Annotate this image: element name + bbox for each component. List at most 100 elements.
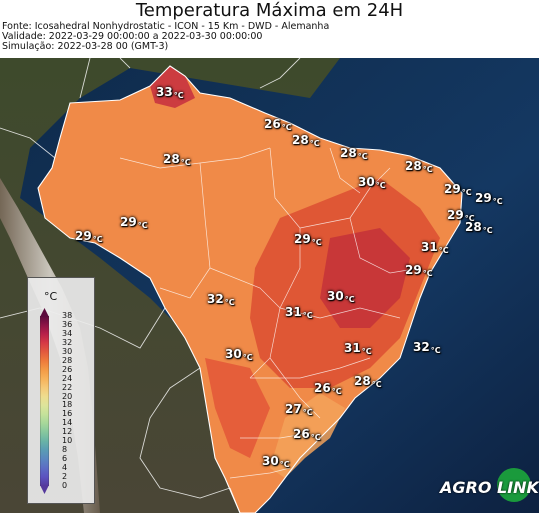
temperature-value: 28 bbox=[292, 133, 309, 147]
temperature-label: 30°C bbox=[225, 347, 253, 363]
temperature-unit: °C bbox=[371, 380, 382, 389]
temperature-unit: °C bbox=[375, 181, 386, 190]
temperature-value: 28 bbox=[354, 374, 371, 388]
agrolink-logo-text: AGRO LINK bbox=[440, 478, 539, 497]
temperature-value: 26 bbox=[264, 117, 281, 131]
legend-tick: 12 bbox=[62, 427, 73, 437]
temperature-value: 29 bbox=[475, 191, 492, 205]
legend-tick: 18 bbox=[62, 400, 73, 410]
temperature-label: 29°C bbox=[447, 208, 475, 224]
temperature-unit: °C bbox=[430, 346, 441, 355]
temperature-value: 30 bbox=[262, 454, 279, 468]
temperature-unit: °C bbox=[422, 269, 433, 278]
temperature-value: 32 bbox=[207, 292, 224, 306]
legend-tick: 24 bbox=[62, 373, 73, 383]
temperature-label: 33°C bbox=[156, 85, 184, 101]
temperature-label: 31°C bbox=[344, 341, 372, 357]
legend-tick: 14 bbox=[62, 418, 73, 428]
temperature-unit: °C bbox=[438, 246, 449, 255]
temperature-label: 30°C bbox=[262, 454, 290, 470]
legend-arrow-bottom bbox=[40, 485, 49, 494]
temperature-unit: °C bbox=[309, 139, 320, 148]
temperature-value: 29 bbox=[75, 229, 92, 243]
temperature-unit: °C bbox=[344, 295, 355, 304]
temperature-unit: °C bbox=[357, 152, 368, 161]
legend-colorbar bbox=[40, 316, 49, 486]
temperature-unit: °C bbox=[281, 123, 292, 132]
temperature-unit: °C bbox=[173, 91, 184, 100]
hot-north bbox=[150, 66, 195, 108]
temperature-value: 32 bbox=[413, 340, 430, 354]
temperature-label: 28°C bbox=[405, 159, 433, 175]
legend-tick: 38 bbox=[62, 311, 73, 320]
legend-tick: 6 bbox=[62, 454, 68, 464]
brazil-region bbox=[38, 66, 462, 513]
temperature-label: 28°C bbox=[340, 146, 368, 162]
temperature-unit: °C bbox=[310, 433, 321, 442]
temperature-label: 32°C bbox=[207, 292, 235, 308]
legend-tick: 20 bbox=[62, 391, 73, 401]
temperature-value: 26 bbox=[314, 381, 331, 395]
temperature-label: 28°C bbox=[354, 374, 382, 390]
legend-tick: 34 bbox=[62, 328, 73, 338]
legend-arrow-top bbox=[40, 308, 49, 317]
temperature-value: 29 bbox=[405, 263, 422, 277]
legend-tick: 0 bbox=[62, 481, 68, 490]
temperature-value: 27 bbox=[285, 402, 302, 416]
temperature-value: 31 bbox=[285, 305, 302, 319]
temperature-unit: °C bbox=[302, 408, 313, 417]
temperature-unit: °C bbox=[422, 165, 433, 174]
temperature-unit: °C bbox=[302, 311, 313, 320]
temperature-label: 26°C bbox=[314, 381, 342, 397]
temperature-unit: °C bbox=[482, 226, 493, 235]
temperature-label: 28°C bbox=[163, 152, 191, 168]
temperature-label: 31°C bbox=[285, 305, 313, 321]
temperature-value: 29 bbox=[120, 215, 137, 229]
hot-south bbox=[205, 358, 270, 458]
temperature-label: 31°C bbox=[421, 240, 449, 256]
temperature-value: 31 bbox=[421, 240, 438, 254]
temperature-label: 26°C bbox=[293, 427, 321, 443]
temperature-label: 29°C bbox=[294, 232, 322, 248]
temperature-value: 33 bbox=[156, 85, 173, 99]
legend-tick: 32 bbox=[62, 337, 73, 347]
cool-southeast bbox=[270, 393, 345, 478]
state-borders bbox=[119, 147, 421, 479]
temperature-label: 29°C bbox=[444, 182, 472, 198]
legend-tick: 28 bbox=[62, 355, 73, 365]
temperature-unit: °C bbox=[492, 197, 503, 206]
temperature-label: 30°C bbox=[358, 175, 386, 191]
temperature-label: 26°C bbox=[264, 117, 292, 133]
legend-tick: 16 bbox=[62, 409, 73, 419]
temperature-label: 29°C bbox=[75, 229, 103, 245]
temperature-label: 27°C bbox=[285, 402, 313, 418]
validity-line: Validade: 2022-03-29 00:00:00 a 2022-03-… bbox=[2, 31, 263, 42]
temperature-value: 30 bbox=[225, 347, 242, 361]
legend-tick: 10 bbox=[62, 436, 73, 446]
temperature-unit: °C bbox=[224, 298, 235, 307]
temperature-unit: °C bbox=[92, 235, 103, 244]
legend-tick: 36 bbox=[62, 319, 73, 329]
legend-tick: 4 bbox=[62, 463, 68, 473]
temperature-label: 29°C bbox=[405, 263, 433, 279]
temperature-label: 29°C bbox=[120, 215, 148, 231]
temperature-label: 30°C bbox=[327, 289, 355, 305]
legend-tick: 22 bbox=[62, 382, 73, 392]
temperature-value: 29 bbox=[444, 182, 461, 196]
temperature-value: 28 bbox=[163, 152, 180, 166]
agrolink-logo bbox=[497, 468, 531, 502]
temperature-unit: °C bbox=[180, 158, 191, 167]
temperature-unit: °C bbox=[242, 353, 253, 362]
temperature-label: 28°C bbox=[465, 220, 493, 236]
temperature-unit: °C bbox=[279, 460, 290, 469]
temperature-unit: °C bbox=[361, 347, 372, 356]
temperature-unit: °C bbox=[311, 238, 322, 247]
temperature-unit: °C bbox=[461, 188, 472, 197]
legend-tick: 26 bbox=[62, 364, 73, 374]
simulation-line: Simulação: 2022-03-28 00 (GMT-3) bbox=[2, 41, 169, 52]
temperature-value: 29 bbox=[447, 208, 464, 222]
temperature-unit: °C bbox=[331, 387, 342, 396]
temperature-unit: °C bbox=[464, 214, 475, 223]
temperature-value: 30 bbox=[327, 289, 344, 303]
legend-tick: 30 bbox=[62, 346, 73, 356]
